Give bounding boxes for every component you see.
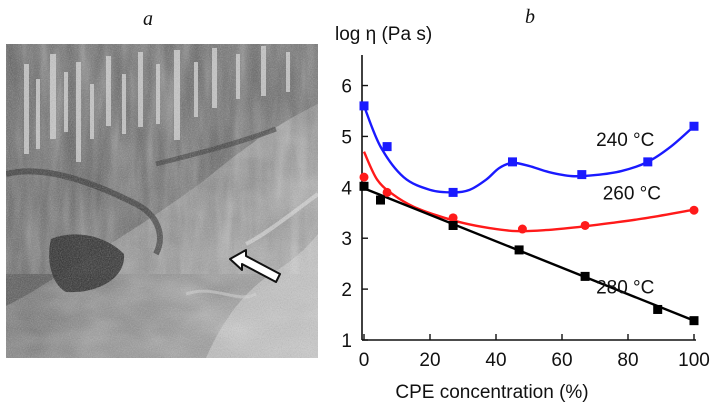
x-tick-label: 60 — [551, 350, 572, 371]
data-point-260 — [689, 205, 699, 215]
data-point-240 — [359, 101, 369, 111]
series-line-280 — [363, 187, 695, 322]
x-tick-label: 0 — [359, 350, 370, 371]
arrow-pointer-icon — [229, 249, 281, 283]
data-point-280 — [653, 304, 663, 314]
data-point-240 — [643, 157, 653, 167]
data-point-280 — [359, 181, 369, 191]
x-tick-label: 100 — [678, 350, 710, 371]
data-point-280 — [689, 316, 699, 326]
data-point-280 — [580, 271, 590, 281]
series-label-260: 260 °C — [603, 183, 661, 204]
data-point-240 — [448, 187, 458, 197]
y-tick-label: 4 — [341, 178, 352, 199]
sem-micrograph — [6, 44, 318, 358]
data-point-240 — [382, 142, 392, 152]
x-tick-label: 20 — [419, 350, 440, 371]
series-label-240: 240 °C — [596, 130, 654, 151]
data-point-260 — [517, 224, 527, 234]
data-point-280 — [514, 245, 524, 255]
y-axis-label: log η (Pa s) — [335, 24, 432, 45]
panel-label-b: b — [525, 6, 535, 28]
data-point-240 — [689, 121, 699, 131]
data-point-260 — [580, 220, 590, 230]
data-point-260 — [359, 172, 369, 182]
series-label-280: 280 °C — [596, 278, 654, 299]
data-point-240 — [508, 157, 517, 167]
panel-label-a: a — [143, 8, 153, 30]
series-line-260 — [362, 151, 695, 233]
data-point-240 — [577, 170, 587, 180]
data-point-260 — [382, 187, 392, 197]
y-tick-label: 6 — [341, 77, 352, 98]
y-tick-label: 2 — [341, 280, 352, 301]
x-axis-label: CPE concentration (%) — [395, 382, 588, 403]
data-point-280 — [376, 195, 385, 205]
data-point-280 — [448, 220, 458, 230]
data-point-260 — [448, 213, 458, 223]
x-tick-label: 80 — [617, 350, 638, 371]
y-tick-label: 3 — [341, 229, 352, 250]
x-tick-label: 40 — [485, 350, 506, 371]
y-tick-label: 5 — [341, 127, 352, 148]
y-tick-label: 1 — [341, 331, 352, 352]
